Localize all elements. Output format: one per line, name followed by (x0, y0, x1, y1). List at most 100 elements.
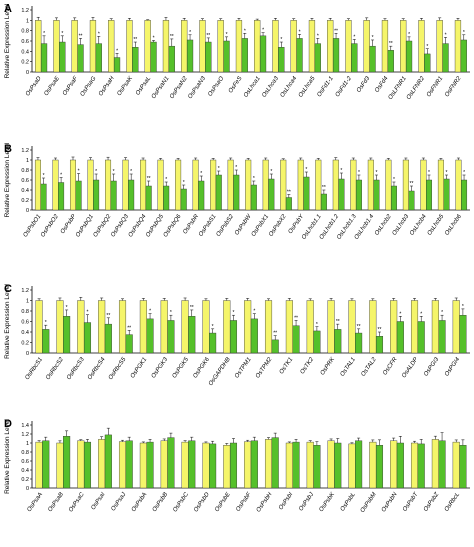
bar-treatment (209, 443, 217, 489)
significance-marker: * (244, 28, 246, 34)
category-label: OsRbcS4 (87, 356, 107, 381)
bar-control (350, 159, 357, 211)
bar-control (381, 20, 389, 73)
significance-marker: * (426, 44, 428, 50)
bar-control (348, 300, 356, 354)
bar-treatment (58, 182, 65, 211)
bar-treatment (320, 193, 327, 211)
bar-treatment (146, 318, 154, 354)
bar-treatment (459, 315, 467, 354)
bar-control (202, 300, 210, 354)
category-label: OsPsbR (182, 213, 200, 235)
y-tick-label: 0.4 (21, 49, 29, 55)
category-label: OsPsbB (152, 492, 170, 513)
bar-control (52, 159, 59, 211)
bar-control (332, 159, 339, 211)
bar-control (327, 440, 335, 489)
bar-treatment (110, 180, 117, 211)
bar-control (418, 20, 425, 73)
bar-control (139, 300, 147, 354)
bar-control (244, 441, 252, 489)
bar-treatment (271, 437, 279, 489)
y-tick-label: 0 (26, 70, 29, 76)
bar-treatment (417, 321, 425, 354)
category-label: OsPsaC (68, 491, 86, 513)
bar-treatment (369, 45, 376, 73)
bar-control (420, 159, 427, 211)
significance-marker: * (116, 48, 118, 54)
bar-control (327, 20, 334, 73)
bar-control (160, 300, 168, 354)
bar-treatment (438, 320, 446, 354)
bar-treatment (278, 47, 285, 73)
category-label: OsPsbF (235, 491, 253, 512)
bar-treatment (42, 440, 50, 489)
category-label: OsPGI4 (444, 356, 462, 377)
bar-control (285, 300, 293, 354)
bar-control (327, 300, 335, 354)
category-label: OsPsaB (47, 492, 65, 513)
bar-control (181, 300, 189, 354)
category-label: OsPsaO (207, 75, 225, 97)
significance-marker: * (66, 305, 68, 311)
bar-control (400, 20, 407, 73)
category-label: OsTK1 (279, 357, 295, 376)
category-label: OsPsbC (172, 491, 190, 513)
bar-control (367, 159, 374, 211)
bar-treatment (229, 442, 238, 489)
significance-marker: * (130, 169, 132, 175)
significance-marker: ** (147, 176, 151, 182)
bar-control (56, 300, 64, 354)
category-label: OsPsbN (381, 491, 399, 513)
category-label: OsLFNR2 (406, 75, 427, 101)
significance-marker: * (235, 165, 237, 171)
significance-marker: * (153, 35, 155, 41)
bar-control (77, 440, 85, 489)
bar-control (245, 159, 252, 211)
significance-marker: * (149, 309, 151, 315)
significance-marker: * (262, 28, 264, 34)
significance-marker: * (420, 311, 422, 317)
y-tick-label: 0.4 (21, 188, 29, 194)
panel-label: B (4, 143, 12, 155)
category-label: OsRbcL (444, 492, 461, 513)
significance-marker: ** (378, 327, 382, 333)
significance-marker: * (226, 32, 228, 38)
significance-marker: * (113, 169, 115, 175)
category-label: OsLhcb4 (409, 213, 428, 237)
significance-marker: ** (294, 315, 298, 321)
category-label: OsLhcb2 (374, 213, 393, 237)
significance-marker: * (253, 176, 255, 182)
significance-marker: * (43, 173, 45, 179)
category-label: OsPsbL (340, 492, 357, 513)
bar-treatment (128, 179, 135, 211)
bar-control (297, 159, 304, 211)
bar-treatment (63, 436, 71, 489)
significance-marker: * (340, 168, 342, 174)
category-label: OsPsaD (25, 75, 43, 97)
category-label: OsTPM2 (255, 356, 274, 379)
category-label: OsPRK (320, 356, 337, 377)
y-tick-label: 0.8 (21, 450, 29, 456)
category-label: OsPsbH (256, 491, 274, 513)
significance-marker: * (212, 324, 214, 330)
category-label: OsPsaN3 (187, 75, 207, 100)
bar-control (35, 300, 43, 354)
bar-treatment (40, 43, 48, 73)
bar-treatment (113, 57, 121, 73)
significance-marker: * (95, 169, 97, 175)
category-label: OsRbcS5 (108, 356, 128, 381)
category-label: OsPsaJ (111, 491, 129, 512)
category-label: OsPsbP (60, 214, 78, 235)
category-label: OsPGK5 (172, 356, 191, 379)
bar-control (181, 441, 189, 489)
significance-marker: * (446, 170, 448, 176)
bar-treatment (355, 440, 363, 489)
bar-treatment (314, 43, 321, 73)
y-tick-label: 0.8 (21, 309, 29, 315)
category-label: OsPsbX2 (268, 213, 288, 238)
significance-marker: ** (170, 34, 174, 40)
bar-treatment (373, 179, 380, 211)
category-label: OsTPM1 (234, 357, 252, 380)
category-label: OsPsbS2 (216, 213, 236, 238)
